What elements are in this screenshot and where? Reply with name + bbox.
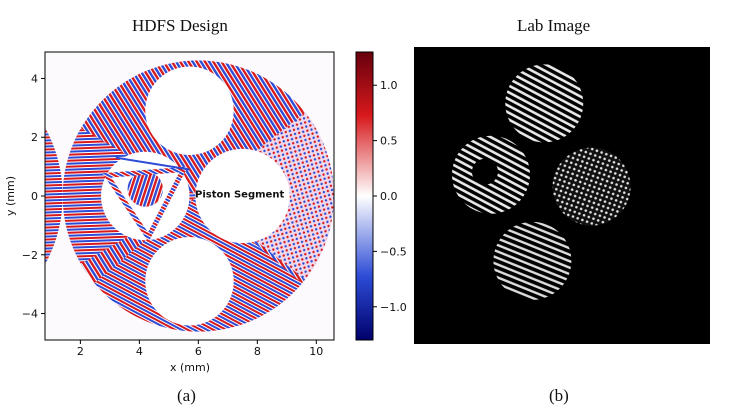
lab-spot-1 — [505, 64, 584, 143]
colorbar-tick-label: 0.0 — [380, 190, 398, 203]
inner-bar — [115, 156, 190, 171]
x-tick-label: 10 — [309, 345, 323, 358]
y-tick-label: 0 — [31, 190, 38, 203]
caption-a: (a) — [177, 386, 196, 405]
y-tick-label: 2 — [31, 131, 38, 144]
colorbar — [355, 51, 374, 341]
x-axis-ticks: 2 4 6 8 10 — [77, 340, 323, 358]
lab-spot-3 — [552, 147, 631, 226]
caption-b: (b) — [549, 386, 569, 405]
x-tick-label: 8 — [254, 345, 261, 358]
colorbar-tick-label: 0.5 — [380, 135, 398, 148]
y-tick-label: 4 — [31, 72, 38, 85]
colorbar-tick-label: −1.0 — [380, 301, 407, 314]
hole-2 — [145, 236, 234, 326]
y-tick-label: −2 — [22, 249, 38, 262]
heatmap-title: HDFS Design — [132, 16, 228, 35]
hole-1 — [145, 66, 234, 156]
lab-image-title: Lab Image — [517, 16, 591, 35]
y-axis-label: y (mm) — [4, 176, 17, 216]
hole-3 — [195, 148, 290, 244]
lab-image-spots — [451, 64, 631, 300]
lab-spot-hole — [471, 158, 498, 185]
y-tick-label: −4 — [22, 308, 38, 321]
lab-spot-4 — [493, 221, 572, 300]
y-axis-ticks: −4 −2 0 2 4 — [22, 72, 45, 321]
colorbar-tick-label: 1.0 — [380, 79, 398, 92]
x-tick-label: 4 — [136, 345, 143, 358]
inner-disc — [127, 171, 163, 207]
x-axis-label: x (mm) — [170, 361, 210, 374]
neighbor-aperture-arc — [45, 127, 63, 265]
colorbar-ticks: 1.0 0.5 0.0 −0.5 −1.0 — [373, 79, 407, 314]
piston-segment-label: Piston Segment — [195, 189, 284, 200]
colorbar-tick-label: −0.5 — [380, 245, 407, 258]
x-tick-label: 2 — [77, 345, 84, 358]
inner-segment-structure — [102, 156, 190, 243]
x-tick-label: 6 — [195, 345, 202, 358]
inner-triangle — [102, 166, 188, 243]
